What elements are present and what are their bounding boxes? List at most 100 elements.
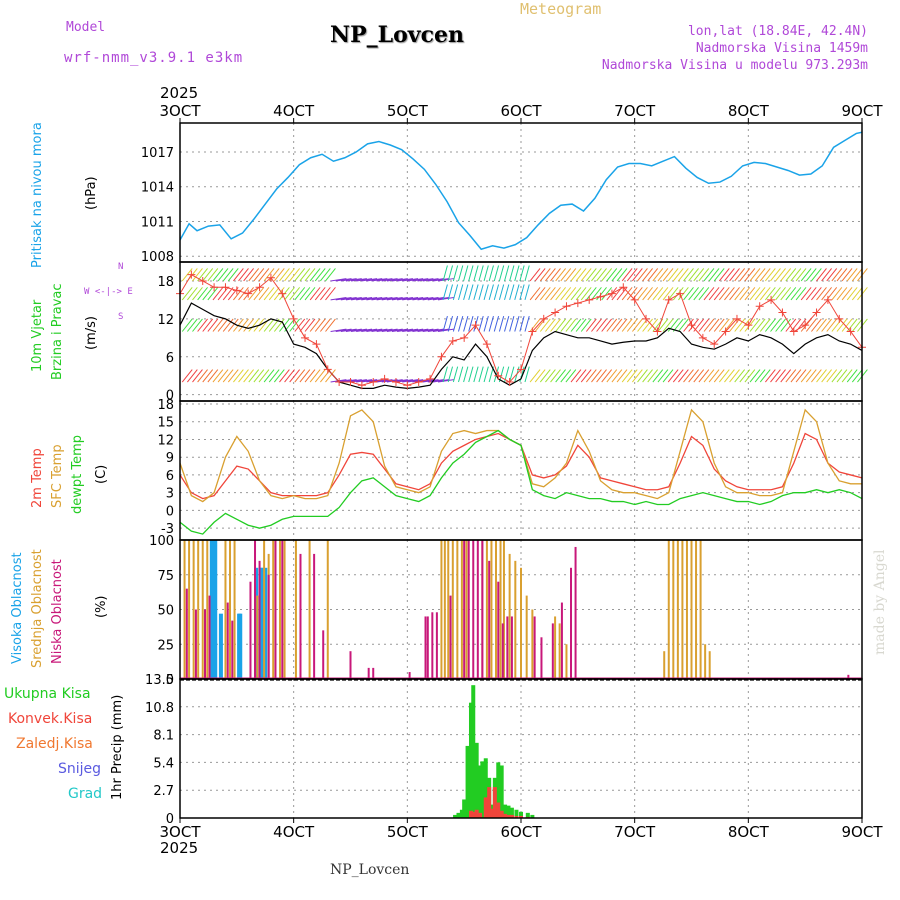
wind-barb xyxy=(340,328,357,332)
wind-barb xyxy=(361,278,378,282)
wind-barb xyxy=(601,318,613,332)
y-tick-label: 18 xyxy=(157,398,174,413)
wind-barb xyxy=(417,297,434,301)
wind-barb xyxy=(493,265,500,282)
wind-barb xyxy=(498,315,505,332)
wind-barb xyxy=(340,297,357,301)
wind-barb xyxy=(606,268,618,282)
precip-total-bar xyxy=(499,765,504,818)
wind-barb xyxy=(836,287,848,301)
wind-barb xyxy=(662,268,674,282)
wind-barb xyxy=(805,268,817,282)
precip-conv-bar xyxy=(483,797,488,818)
wind-barb xyxy=(427,278,444,282)
wind-barb xyxy=(841,287,853,301)
wind-barb xyxy=(764,369,776,383)
wind-barb xyxy=(361,379,378,383)
time-label-top: 5OCT xyxy=(387,102,429,120)
wind-barb xyxy=(407,278,424,282)
wind-barb xyxy=(836,369,848,383)
precip-total-bar xyxy=(453,814,458,818)
wind-barb xyxy=(524,265,530,282)
wind-barb xyxy=(606,369,618,383)
wind-barb xyxy=(197,318,208,332)
wind-barb xyxy=(780,369,792,383)
wind-barb xyxy=(463,284,469,301)
wind-gust-marker xyxy=(232,286,241,295)
cloud-low-bar xyxy=(194,609,197,679)
wind-barb xyxy=(759,287,771,301)
wind-barb xyxy=(422,297,439,301)
wind-barb xyxy=(698,318,710,332)
wind-barb xyxy=(611,318,623,332)
wind-barb xyxy=(304,318,316,332)
wind-barb xyxy=(381,278,398,282)
wind-barb xyxy=(248,287,260,301)
wind-barb xyxy=(335,328,352,332)
cloud-low-bar xyxy=(258,560,261,679)
wind-gust-marker xyxy=(630,295,639,304)
wind-barb xyxy=(350,278,367,282)
y-tick-label: 75 xyxy=(157,569,174,584)
wind-gust-marker xyxy=(244,289,253,298)
wind-barb xyxy=(693,369,705,383)
precip-total-bar xyxy=(530,814,535,818)
wind-barb xyxy=(217,287,229,301)
cloud-mid-bar xyxy=(183,540,186,679)
time-label-bottom: 9OCT xyxy=(842,823,884,841)
cloud-low-bar xyxy=(254,540,257,679)
wind-barb xyxy=(207,268,219,282)
wind-barb xyxy=(207,287,219,301)
wind-gust-marker xyxy=(596,292,605,301)
wind-barb xyxy=(713,318,725,332)
wind-barb xyxy=(708,318,720,332)
wind-barb xyxy=(447,265,454,282)
wind-barb xyxy=(698,369,710,383)
wind-barb xyxy=(314,287,326,301)
cloud-high-bar xyxy=(254,567,259,679)
wind-barb xyxy=(754,268,766,282)
wind-barb xyxy=(800,268,812,282)
precip-conv-bar xyxy=(490,808,495,818)
wind-barb xyxy=(319,318,331,332)
wind-barb xyxy=(458,284,464,301)
wind-barb xyxy=(565,268,577,282)
wind-barb xyxy=(227,318,239,332)
wind-barb xyxy=(764,268,776,282)
wind-barb xyxy=(207,369,219,383)
wind-barb xyxy=(463,265,469,282)
wind-barb xyxy=(238,318,249,332)
wind-barb xyxy=(432,379,449,383)
wind-barb xyxy=(811,268,822,282)
wind-barb xyxy=(811,318,822,332)
wind-barb xyxy=(197,287,208,301)
wind-barb xyxy=(683,369,694,383)
wind-barb xyxy=(345,328,362,332)
wind-barb xyxy=(212,369,224,383)
wind-barb xyxy=(202,369,214,383)
wind-barb xyxy=(386,379,403,383)
wind-barb xyxy=(734,287,746,301)
cloud-low-bar xyxy=(847,674,850,679)
wind-barb xyxy=(397,278,413,282)
cloud-mid-bar xyxy=(188,540,191,679)
wind-barb xyxy=(325,369,336,383)
wind-barb xyxy=(667,287,679,301)
wind-barb xyxy=(335,278,352,282)
wind-barb xyxy=(248,268,260,282)
wind-barb xyxy=(361,328,378,332)
wind-barb xyxy=(652,268,664,282)
wind-barb xyxy=(632,268,643,282)
wind-barb xyxy=(601,287,613,301)
wind-barb xyxy=(299,287,311,301)
wind-gust-marker xyxy=(369,378,378,387)
wind-barb xyxy=(770,268,781,282)
cloud-low-bar xyxy=(472,540,475,679)
legend-snow: Snijeg xyxy=(58,761,102,777)
wind-barb xyxy=(545,369,556,383)
wind-barb xyxy=(580,369,592,383)
precip-total-bar xyxy=(462,799,467,818)
precip-total-bar xyxy=(483,758,488,818)
wind-barb xyxy=(749,318,761,332)
wind-barb xyxy=(509,265,515,282)
